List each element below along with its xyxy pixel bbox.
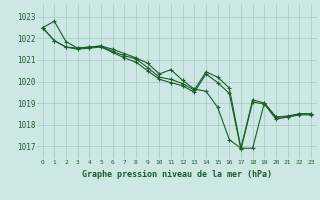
X-axis label: Graphe pression niveau de la mer (hPa): Graphe pression niveau de la mer (hPa) (82, 170, 272, 179)
